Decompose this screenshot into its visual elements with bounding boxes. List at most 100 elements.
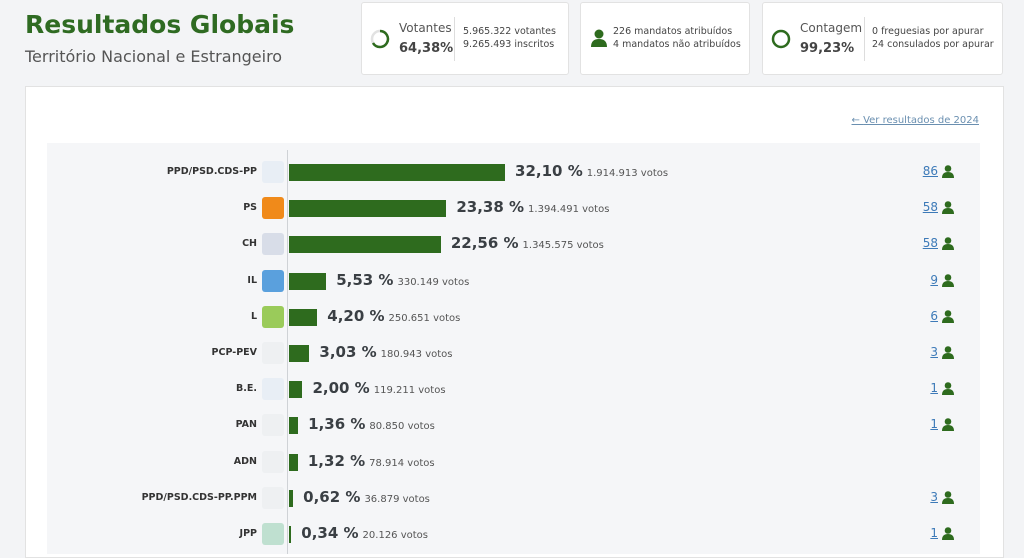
party-logo: [262, 161, 284, 183]
bar: [289, 381, 303, 399]
person-icon: [942, 382, 954, 396]
bar: [289, 200, 447, 218]
percent-text: 4,20 %: [327, 306, 385, 325]
stat-card: Votantes 64,38% 5.965.322 votantes 9.265…: [361, 2, 569, 75]
stat-detail: 9.265.493 inscritos: [463, 39, 555, 50]
seats-link[interactable]: 9: [930, 272, 938, 287]
bar: [289, 489, 294, 507]
party-name: JPP: [239, 528, 257, 539]
percent-text: 0,62 %: [303, 487, 361, 506]
bar: [289, 236, 441, 254]
votes: 20.126 votos: [362, 530, 429, 541]
party-name: PPD/PSD.CDS-PP: [166, 166, 257, 177]
percent-label: 1,36 % 80.850 votos: [308, 415, 435, 433]
stat-detail: 4 mandatos não atribuídos: [613, 39, 741, 50]
stat-card: 226 mandatos atribuídos 4 mandatos não a…: [580, 2, 750, 75]
percent-text: 22,56 %: [450, 234, 519, 253]
title: Resultados Globais: [25, 10, 295, 39]
bar: [289, 272, 327, 290]
stat-label: Contagem: [800, 21, 863, 35]
previous-results-link[interactable]: ← Ver resultados de 2024: [851, 115, 979, 126]
bar: [289, 453, 298, 471]
seats-link[interactable]: 58: [922, 236, 938, 251]
stat-value: 99,23%: [800, 41, 855, 56]
person-icon: [942, 273, 954, 287]
percent-label: 1,32 % 78.914 votos: [308, 452, 435, 470]
party-name: IL: [247, 274, 257, 286]
votes: 1.345.575 votos: [522, 240, 604, 252]
party-logo: [262, 486, 284, 509]
stat-detail: 0 freguesias por apurar: [872, 26, 984, 37]
seats-link[interactable]: 1: [930, 381, 938, 396]
votes: 1.914.913 votos: [586, 168, 669, 179]
percent-text: 2,00 %: [312, 379, 370, 398]
person-icon: [942, 418, 954, 432]
percent-text: 1,32 %: [307, 451, 366, 470]
seats-link[interactable]: 1: [930, 526, 938, 540]
percent-label: 0,34 % 20.126 votos: [301, 524, 428, 542]
percent-label: 0,62 % 36.879 votos: [303, 488, 430, 506]
seats-link[interactable]: 1: [930, 417, 938, 432]
percent-text: 0,34 %: [301, 524, 359, 542]
seats-link[interactable]: 3: [930, 345, 938, 359]
axis-line: [287, 150, 288, 554]
party-name: ADN: [233, 455, 257, 467]
percent-label: 32,10 % 1.914.913 votos: [515, 162, 668, 180]
person-icon: [942, 309, 954, 323]
party-logo: [262, 378, 284, 401]
link-text[interactable]: Ver resultados de 2024: [863, 115, 979, 126]
percent-text: 1,36 %: [308, 415, 366, 434]
percent-text: 23,38 %: [456, 198, 525, 217]
bar: [289, 526, 292, 543]
party-name: PAN: [235, 419, 257, 431]
votes: 36.879 votos: [364, 493, 430, 505]
separator: [454, 17, 455, 61]
percent-label: 3,03 % 180.943 votos: [319, 343, 452, 361]
votes: 250.651 votos: [388, 312, 461, 324]
bar: [289, 164, 506, 181]
stat-value: 64,38%: [399, 41, 454, 56]
separator: [864, 17, 865, 61]
stat-card: Contagem 99,23% 0 freguesias por apurar …: [762, 2, 1003, 75]
percent-text: 32,10 %: [515, 162, 583, 180]
percent-text: 3,03 %: [319, 343, 377, 361]
party-name: PS: [243, 202, 257, 214]
party-logo: [262, 305, 284, 328]
stat-detail: 226 mandatos atribuídos: [613, 26, 733, 37]
party-logo: [262, 342, 284, 364]
votes: 330.149 votos: [397, 276, 470, 288]
party-logo: [262, 523, 284, 545]
person-icon: [591, 29, 607, 47]
bar: [289, 345, 310, 362]
party-name: CH: [242, 238, 257, 250]
party-name: B.E.: [236, 383, 257, 395]
party-logo: [262, 269, 284, 292]
party-logo: [262, 233, 284, 256]
party-logo: [262, 197, 284, 220]
progress-icon: [370, 29, 390, 49]
person-icon: [942, 201, 954, 215]
party-name: PCP-PEV: [211, 347, 257, 358]
person-icon: [942, 237, 954, 251]
progress-icon: [771, 29, 791, 49]
results-area: [47, 143, 980, 554]
party-logo: [262, 450, 284, 473]
percent-label: 4,20 % 250.651 votos: [327, 307, 460, 325]
person-icon: [942, 527, 954, 540]
votes: 1.394.491 votos: [528, 204, 610, 216]
subtitle: Território Nacional e Estrangeiro: [25, 47, 283, 66]
person-icon: [942, 490, 954, 504]
seats-link[interactable]: 6: [930, 308, 938, 323]
stat-detail: 5.965.322 votantes: [463, 26, 556, 37]
votes: 80.850 votos: [369, 421, 435, 433]
percent-label: 23,38 % 1.394.491 votos: [456, 198, 609, 216]
seats-link[interactable]: 86: [922, 164, 938, 178]
percent-label: 22,56 % 1.345.575 votos: [451, 234, 604, 252]
seats-link[interactable]: 3: [930, 489, 938, 504]
stat-detail: 24 consulados por apurar: [872, 39, 994, 50]
bar: [289, 308, 318, 326]
person-icon: [942, 346, 954, 359]
seats-link[interactable]: 58: [922, 200, 938, 215]
votes: 78.914 votos: [369, 457, 435, 469]
